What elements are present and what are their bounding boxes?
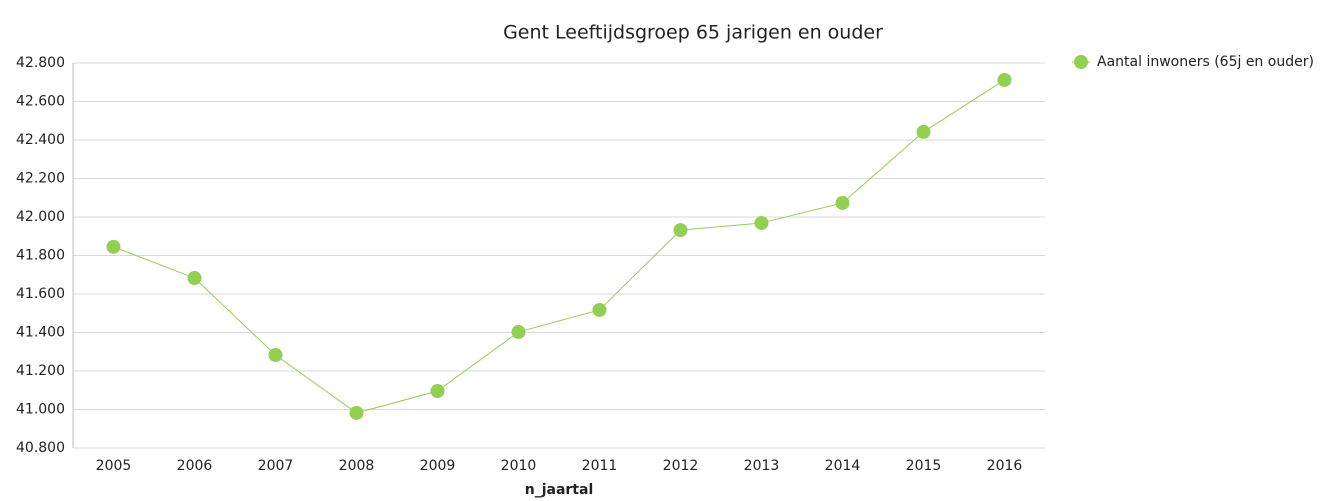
x-tick-label: 2016 [987,458,1023,474]
y-tick-label: 41.600 [16,286,65,302]
data-point [349,405,364,420]
x-tick-label: 2012 [663,458,699,474]
x-tick-label: 2009 [420,458,456,474]
x-tick-label: 2011 [582,458,618,474]
x-tick-label: 2007 [258,458,294,474]
y-tick-label: 41.200 [16,363,65,379]
y-tick-label: 42.600 [16,94,65,110]
data-point [916,124,931,139]
x-tick-label: 2015 [906,458,942,474]
x-tick-label: 2008 [339,458,375,474]
y-tick-label: 42.200 [16,171,65,187]
x-axis-label: n_jaartal [525,482,594,498]
y-tick-label: 41.000 [16,402,65,418]
series-line [113,79,1005,414]
y-tick-label: 40.800 [16,440,65,456]
x-tick-label: 2014 [825,458,861,474]
data-point [430,384,445,399]
x-tick-label: 2005 [96,458,132,474]
legend-label: Aantal inwoners (65j en ouder) [1097,54,1314,70]
data-point [673,223,688,238]
data-point [268,348,283,363]
data-point [835,195,850,210]
legend-marker [1074,55,1088,69]
y-tick-label: 41.400 [16,325,65,341]
data-point [754,215,769,230]
data-point [997,72,1012,87]
y-tick-label: 42.000 [16,209,65,225]
data-point [592,302,607,317]
x-tick-label: 2013 [744,458,780,474]
y-tick-label: 42.800 [16,55,65,71]
data-point [511,324,526,339]
x-tick-label: 2010 [501,458,537,474]
data-point [106,239,121,254]
chart-title: Gent Leeftijdsgroep 65 jarigen en ouder [503,22,883,44]
x-tick-label: 2006 [177,458,213,474]
data-point [187,271,202,286]
y-tick-label: 42.400 [16,132,65,148]
y-tick-label: 41.800 [16,248,65,264]
